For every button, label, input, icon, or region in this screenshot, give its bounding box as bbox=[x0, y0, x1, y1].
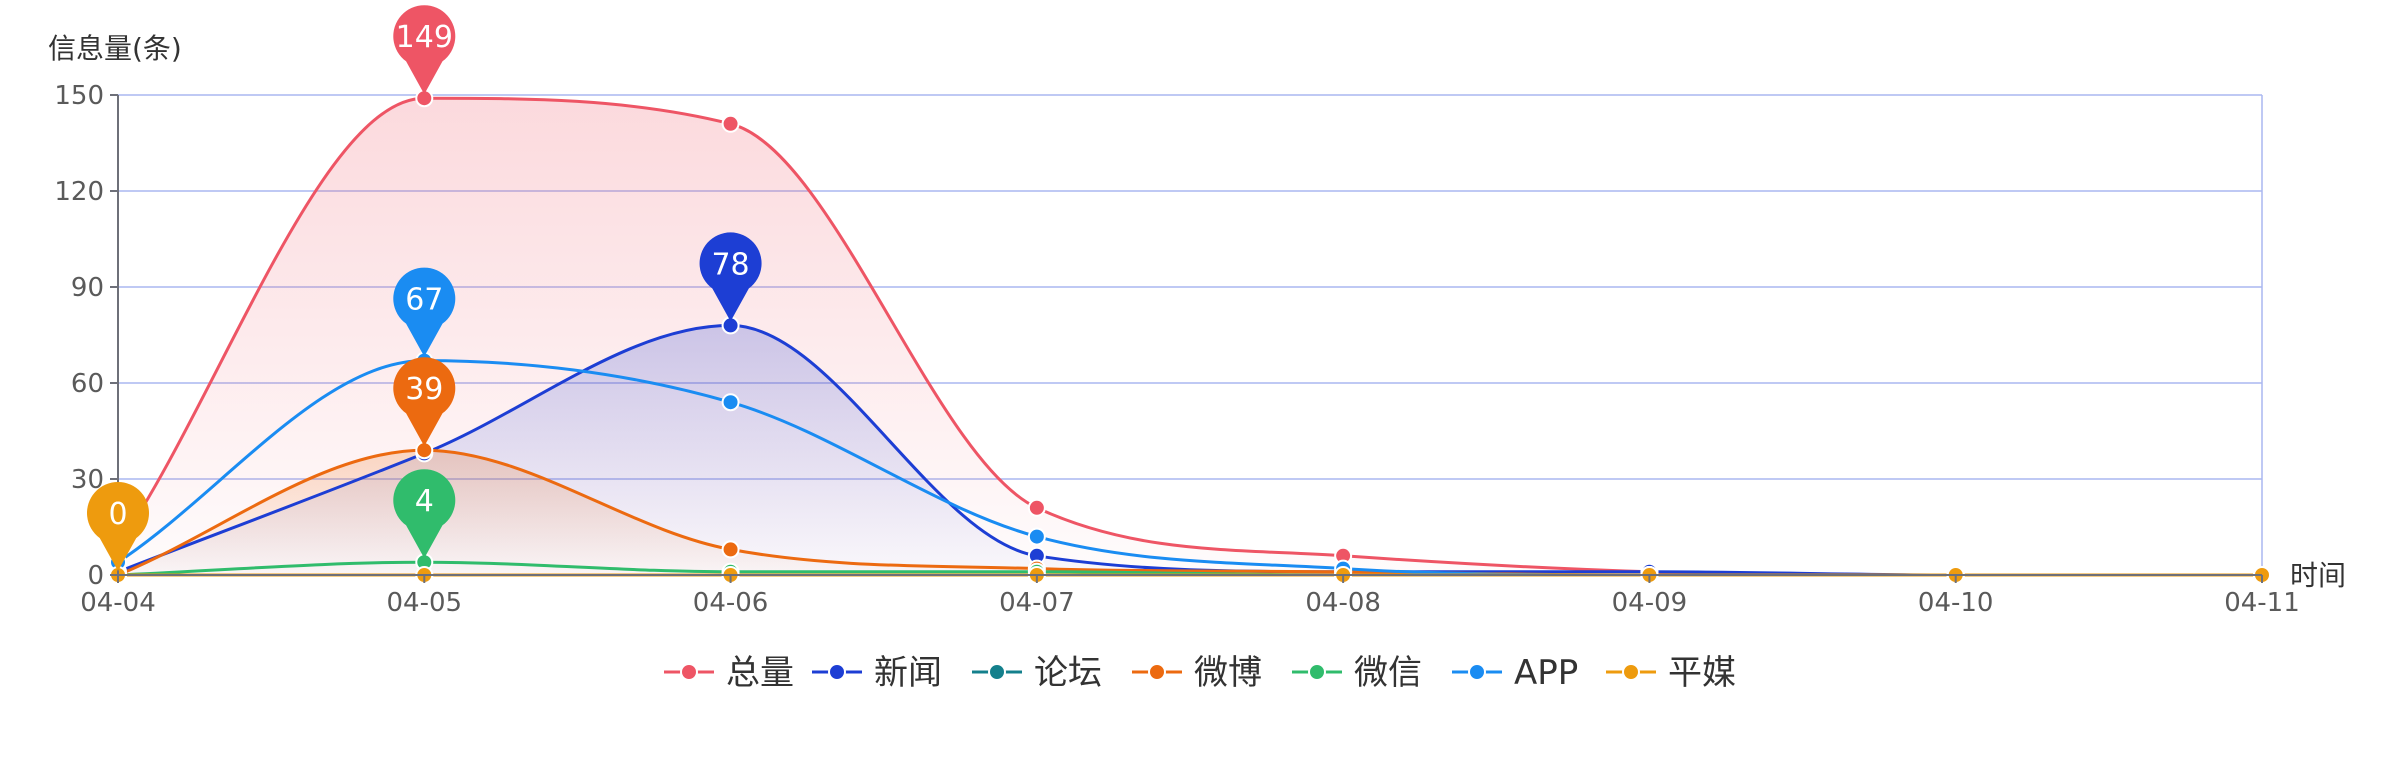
legend-label: 新闻 bbox=[874, 653, 942, 693]
max-markers: 149 78 67 39 4 0 bbox=[86, 5, 762, 571]
x-tick-label: 04-06 bbox=[693, 588, 769, 618]
legend-item[interactable]: 论坛 bbox=[972, 653, 1102, 693]
legend-label: 总量 bbox=[726, 653, 794, 693]
marker-pin bbox=[393, 469, 456, 559]
series-5-point[interactable] bbox=[1027, 527, 1046, 546]
x-tick-label: 04-04 bbox=[80, 588, 156, 618]
marker-1: 78 bbox=[699, 232, 762, 322]
marker-label: 67 bbox=[405, 283, 443, 318]
series-3-point[interactable] bbox=[721, 540, 740, 559]
marker-2: 67 bbox=[393, 267, 456, 357]
y-axis-title: 信息量(条) bbox=[48, 32, 182, 65]
y-tick-label: 60 bbox=[71, 369, 104, 399]
marker-0: 149 bbox=[393, 5, 456, 95]
legend-swatch-dot bbox=[680, 663, 698, 681]
x-tick-label: 04-09 bbox=[1612, 588, 1688, 618]
legend-label: 微博 bbox=[1194, 653, 1262, 693]
series-areas bbox=[118, 98, 2262, 575]
legend-item[interactable]: APP bbox=[1452, 653, 1578, 693]
x-tick-label: 04-05 bbox=[387, 588, 463, 618]
marker-label: 39 bbox=[405, 372, 443, 407]
marker-label: 4 bbox=[415, 484, 434, 519]
marker-pin bbox=[393, 267, 456, 357]
x-axis-title: 时间 bbox=[2290, 559, 2346, 592]
legend-label: 平媒 bbox=[1668, 653, 1736, 693]
legend-swatch-dot bbox=[1148, 663, 1166, 681]
legend-item[interactable]: 平媒 bbox=[1606, 653, 1736, 693]
series-3-area bbox=[118, 450, 2262, 575]
y-tick-label: 90 bbox=[71, 273, 104, 303]
legend-label: APP bbox=[1514, 653, 1578, 693]
legend-swatch-dot bbox=[1622, 663, 1640, 681]
marker-5: 0 bbox=[86, 481, 150, 571]
x-tick-label: 04-08 bbox=[1305, 588, 1381, 618]
marker-pin bbox=[86, 481, 150, 571]
y-tick-label: 0 bbox=[87, 561, 104, 591]
legend-item[interactable]: 总量 bbox=[664, 653, 794, 693]
marker-label: 78 bbox=[711, 247, 749, 282]
legend-label: 论坛 bbox=[1034, 653, 1102, 693]
legend-item[interactable]: 微博 bbox=[1132, 653, 1262, 693]
y-tick-label: 150 bbox=[54, 81, 104, 111]
legend-swatch-dot bbox=[828, 663, 846, 681]
legend: 总量 新闻 论坛 微博 微信 APP 平媒 bbox=[664, 653, 1736, 693]
legend-swatch-dot bbox=[1308, 663, 1326, 681]
marker-4: 4 bbox=[393, 469, 456, 559]
legend-swatch-dot bbox=[1468, 663, 1486, 681]
legend-label: 微信 bbox=[1354, 653, 1422, 693]
legend-swatch-dot bbox=[988, 663, 1006, 681]
x-tick-label: 04-10 bbox=[1918, 588, 1994, 618]
marker-label: 149 bbox=[396, 20, 453, 55]
y-tick-label: 120 bbox=[54, 177, 104, 207]
marker-pin bbox=[393, 5, 456, 95]
series-0-point[interactable] bbox=[721, 114, 740, 133]
series-0-point[interactable] bbox=[1027, 498, 1046, 517]
marker-pin bbox=[393, 357, 456, 447]
legend-item[interactable]: 微信 bbox=[1292, 653, 1422, 693]
marker-pin bbox=[699, 232, 762, 322]
legend-item[interactable]: 新闻 bbox=[812, 653, 942, 693]
x-tick-label: 04-11 bbox=[2224, 588, 2300, 618]
x-tick-label: 04-07 bbox=[999, 588, 1075, 618]
series-5-point[interactable] bbox=[721, 393, 740, 412]
marker-label: 0 bbox=[108, 497, 127, 532]
series-1-area bbox=[118, 325, 2262, 575]
marker-3: 39 bbox=[393, 357, 456, 447]
